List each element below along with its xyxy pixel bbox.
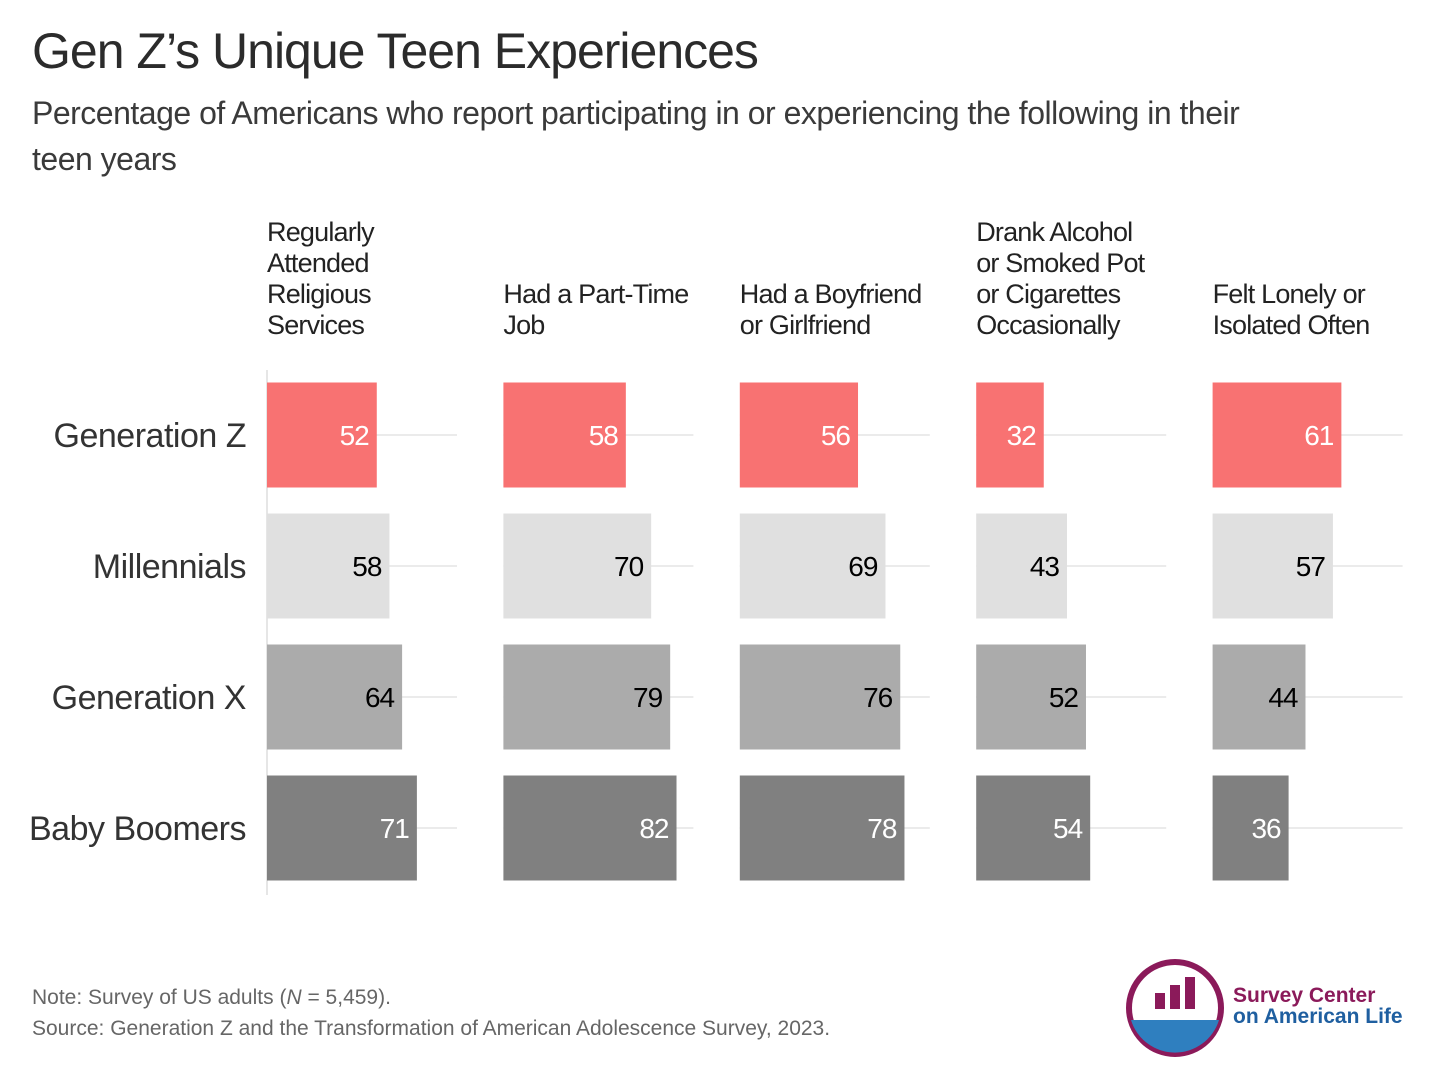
value-label: 44 (1268, 682, 1298, 713)
bar (976, 513, 1067, 619)
value-label: 64 (365, 682, 395, 713)
panel-title: or Cigarettes (976, 279, 1120, 309)
row-label: Generation X (52, 679, 246, 717)
value-label: 78 (867, 813, 897, 844)
note: Note: Survey of US adults (N = 5,459). (32, 986, 391, 1009)
value-label: 32 (1007, 420, 1037, 451)
panel-title: Attended (267, 248, 369, 278)
logo-text: Survey Center (1233, 984, 1375, 1007)
value-label: 70 (614, 551, 644, 582)
bar (739, 775, 905, 881)
logo-bar (1185, 977, 1195, 1009)
bar (267, 644, 403, 750)
panel-title: Occasionally (976, 310, 1121, 340)
panel-title: Job (503, 310, 544, 340)
value-label: 58 (352, 551, 382, 582)
bar (1212, 775, 1289, 881)
value-label: 52 (1049, 682, 1079, 713)
row-label: Generation Z (54, 417, 246, 455)
panel-title: Felt Lonely or (1213, 279, 1366, 309)
bar (503, 382, 626, 488)
bar (267, 513, 390, 619)
value-label: 71 (380, 813, 410, 844)
subtitle: Percentage of Americans who report parti… (32, 95, 1240, 131)
note-text: Note: Survey of US adults ( (32, 986, 286, 1009)
logo-wave (1131, 1020, 1219, 1053)
value-label: 43 (1030, 551, 1060, 582)
panel-title: Had a Part-Time (503, 279, 688, 309)
bar (503, 775, 677, 881)
panel-title: Drank Alcohol (976, 217, 1132, 247)
bar (267, 382, 377, 488)
source: Source: Generation Z and the Transformat… (32, 1017, 830, 1040)
value-label: 79 (633, 682, 663, 713)
bar (739, 644, 901, 750)
bar (1212, 644, 1306, 750)
row-label: Millennials (93, 548, 246, 586)
bar (1212, 513, 1333, 619)
note-text: = 5,459). (302, 986, 391, 1009)
value-label: 57 (1296, 551, 1326, 582)
bar (739, 513, 886, 619)
bar (976, 644, 1086, 750)
panel-title: or Girlfriend (740, 310, 871, 340)
logo-bar (1155, 993, 1165, 1009)
logo: Survey Center on American Life (1126, 959, 1403, 1057)
logo-text: on American Life (1233, 1005, 1403, 1028)
row-label: Baby Boomers (29, 810, 246, 848)
value-label: 56 (821, 420, 851, 451)
panel-title: Isolated Often (1213, 310, 1370, 340)
value-label: 52 (340, 420, 370, 451)
value-label: 54 (1053, 813, 1083, 844)
logo-bar (1170, 985, 1180, 1009)
bar (976, 382, 1044, 488)
subtitle: teen years (32, 141, 176, 177)
logo-ring (1126, 959, 1224, 1057)
value-label: 58 (589, 420, 619, 451)
bar (503, 644, 671, 750)
panel-title: or Smoked Pot (976, 248, 1145, 278)
panel-title: Had a Boyfriend (740, 279, 922, 309)
value-label: 82 (639, 813, 669, 844)
bar (976, 775, 1091, 881)
bar (1212, 382, 1342, 488)
value-label: 76 (863, 682, 893, 713)
panel-title: Regularly (267, 217, 375, 247)
value-label: 61 (1304, 420, 1334, 451)
bar (503, 513, 652, 619)
note-text: N (286, 986, 302, 1009)
value-label: 36 (1251, 813, 1281, 844)
bar (267, 775, 417, 881)
value-label: 69 (848, 551, 878, 582)
panel-title: Services (267, 310, 364, 340)
bar (739, 382, 859, 488)
panel-title: Religious (267, 279, 371, 309)
chart-title: Gen Z’s Unique Teen Experiences (32, 23, 758, 79)
